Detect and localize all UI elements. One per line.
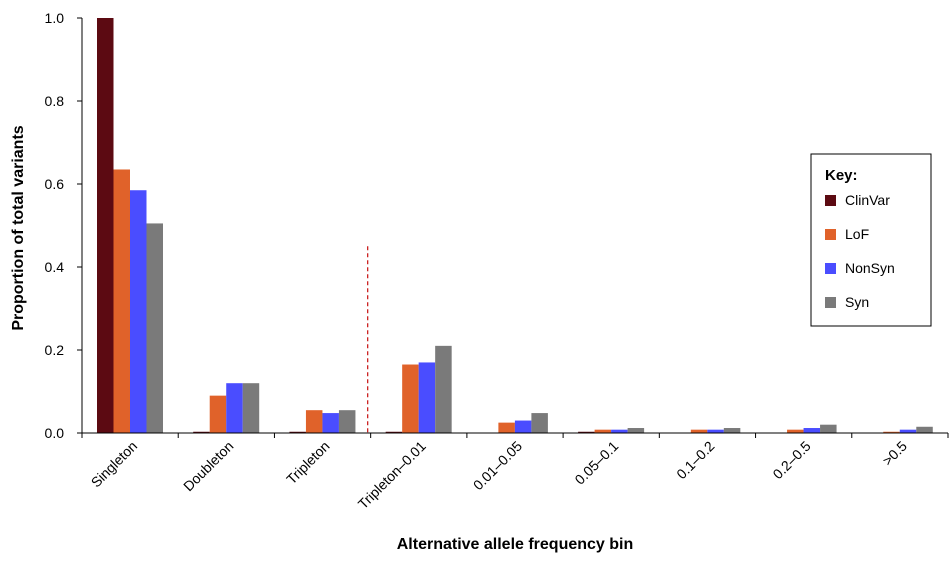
- bar-syn-6: [723, 428, 741, 433]
- bar-clinvar-0: [97, 18, 114, 433]
- x-tick-label: Doubleton: [180, 438, 236, 494]
- y-tick-label: 0.6: [45, 176, 65, 192]
- x-tick-label: 0.05–0.1: [571, 438, 621, 488]
- bar-lof-7: [787, 429, 804, 433]
- x-tick-label: Tripleton: [283, 438, 332, 487]
- y-tick-label: 0.2: [45, 342, 65, 358]
- legend-swatch-syn: [825, 297, 836, 308]
- y-tick-label: 0.8: [45, 93, 65, 109]
- bar-lof-0: [113, 169, 130, 434]
- legend: Key: ClinVar LoF NonSyn Syn: [810, 153, 932, 327]
- axes-layer: [81, 18, 948, 434]
- bar-nonsyn-4: [514, 420, 532, 433]
- bar-lof-2: [305, 410, 323, 433]
- legend-label-nonsyn: NonSyn: [845, 260, 895, 276]
- legend-swatch-nonsyn: [825, 263, 836, 274]
- legend-swatch-clinvar: [825, 195, 836, 206]
- bar-clinvar-1: [193, 431, 210, 433]
- bar-nonsyn-2: [322, 413, 339, 433]
- y-tick-label: 0.4: [45, 259, 65, 275]
- bar-syn-1: [242, 383, 260, 433]
- bar-nonsyn-0: [130, 190, 147, 433]
- bar-syn-4: [531, 413, 548, 433]
- bar-lof-3: [402, 364, 419, 433]
- legend-label-lof: LoF: [845, 226, 869, 242]
- legend-swatch-lof: [825, 229, 836, 240]
- bar-nonsyn-3: [418, 362, 436, 433]
- legend-title: Key:: [825, 167, 858, 184]
- x-tick-label: 0.1–0.2: [673, 438, 717, 482]
- bar-lof-6: [690, 429, 708, 433]
- x-tick-label: >0.5: [879, 438, 910, 469]
- bar-lof-4: [498, 422, 515, 434]
- bar-lof-1: [209, 395, 227, 433]
- y-tick-label: 0.0: [45, 425, 65, 441]
- bar-nonsyn-6: [707, 429, 724, 433]
- x-tick-label: 0.01–0.05: [470, 438, 526, 494]
- bar-syn-7: [820, 424, 837, 433]
- x-tick-label: 0.2–0.5: [769, 438, 813, 482]
- bar-clinvar-5: [578, 431, 595, 433]
- legend-label-syn: Syn: [845, 294, 869, 310]
- y-axis-title: Proportion of total variants: [10, 125, 27, 330]
- bar-syn-8: [916, 426, 933, 433]
- x-ticks-layer: Singleton Doubleton Tripleton Tripleton–0.0…: [81, 433, 949, 512]
- bar-clinvar-2: [289, 431, 306, 433]
- bar-nonsyn-7: [803, 428, 821, 433]
- bar-lof-8: [883, 431, 900, 433]
- x-tick-label: Tripleton–0.01: [355, 438, 429, 512]
- bar-syn-0: [146, 223, 163, 433]
- x-tick-label: Singleton: [88, 438, 141, 491]
- y-tick-label: 1.0: [45, 10, 65, 26]
- bar-lof-5: [594, 429, 612, 433]
- bar-nonsyn-8: [899, 429, 917, 433]
- bar-syn-3: [435, 345, 452, 433]
- x-axis-title: Alternative allele frequency bin: [397, 536, 634, 553]
- y-ticks-layer: 0.0 0.2 0.4 0.6 0.8 1.0: [45, 10, 82, 441]
- bar-syn-5: [627, 428, 645, 433]
- bar-clinvar-3: [385, 431, 403, 433]
- bar-nonsyn-5: [611, 429, 628, 433]
- bars-layer: [97, 18, 933, 434]
- bar-nonsyn-1: [226, 383, 243, 433]
- bar-syn-2: [338, 410, 356, 433]
- legend-label-clinvar: ClinVar: [845, 192, 890, 208]
